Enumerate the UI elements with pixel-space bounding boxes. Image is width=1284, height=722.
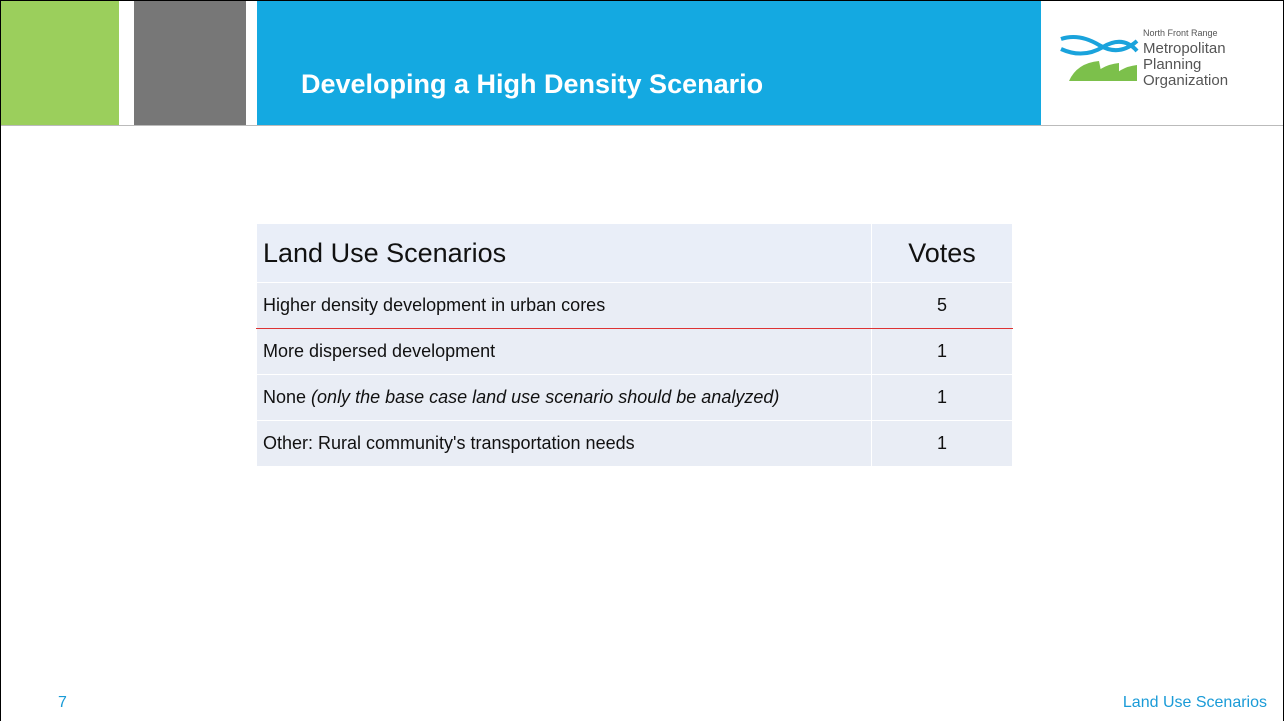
scenario-cell: Other: Rural community's transportation … — [256, 420, 872, 467]
scenario-text: More dispersed development — [263, 341, 496, 361]
column-header: Votes — [871, 223, 1013, 283]
footer-section: Land Use Scenarios — [1122, 694, 1267, 711]
scenario-text: None — [263, 387, 307, 407]
table-row: Higher density development in urban core… — [256, 282, 1013, 329]
votes-table: Land Use Scenarios Votes Higher density … — [256, 223, 1013, 467]
table-row: None (only the base case land use scenar… — [256, 374, 1013, 421]
votes-cell: 1 — [871, 328, 1013, 375]
logo-line: Organization — [1143, 72, 1229, 89]
scenario-cell: None (only the base case land use scenar… — [256, 374, 872, 421]
table-row: Other: Rural community's transportation … — [256, 420, 1013, 467]
column-header: Land Use Scenarios — [256, 223, 872, 283]
votes-cell: 1 — [871, 420, 1013, 467]
scenario-cell: Higher density development in urban core… — [256, 282, 872, 329]
logo-line: North Front Range — [1143, 28, 1218, 38]
scenario-cell: More dispersed development — [256, 328, 872, 375]
logo-icon — [1060, 35, 1139, 81]
slide-title: Developing a High Density Scenario — [301, 69, 764, 99]
page-number: 7 — [58, 694, 67, 711]
green-block — [1, 1, 119, 125]
header-rule — [1, 125, 1283, 126]
scenario-note: (only the base case land use scenario sh… — [311, 387, 780, 407]
header-row: Land Use Scenarios Votes — [256, 223, 1013, 283]
logo-line: Metropolitan — [1143, 40, 1226, 57]
logo: North Front Range Metropolitan Planning … — [1059, 29, 1279, 109]
votes-cell: 5 — [871, 282, 1013, 329]
scenario-text: Other: Rural community's transportation … — [263, 433, 635, 453]
logo-line: Planning — [1143, 56, 1202, 73]
table-row: More dispersed development 1 — [256, 328, 1013, 375]
scenario-text: Higher density development in urban core… — [263, 295, 606, 315]
votes-cell: 1 — [871, 374, 1013, 421]
gray-block — [134, 1, 246, 125]
title-bar — [257, 1, 1041, 125]
